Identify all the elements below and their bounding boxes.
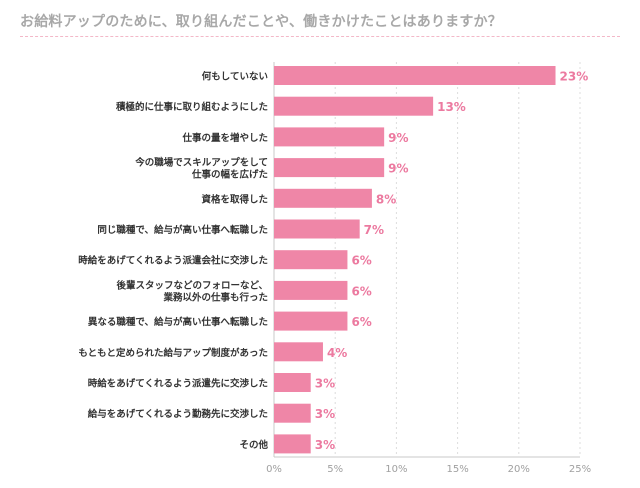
x-tick-label: 15% (446, 464, 468, 475)
category-label: 今の職場でスキルアップをして (134, 157, 268, 169)
value-label: 7% (364, 223, 384, 237)
bar (274, 434, 311, 454)
value-label: 13% (437, 100, 466, 114)
x-tick-label: 10% (385, 464, 407, 475)
category-label: その他 (239, 439, 268, 451)
category-label: 何もしていない (202, 71, 268, 83)
bar (274, 311, 348, 331)
bar (274, 403, 311, 423)
x-tick-label: 25% (569, 464, 591, 475)
category-label: 給与をあげてくれるよう勤務先に交渉した (88, 408, 268, 420)
value-label: 23% (560, 70, 589, 84)
value-label: 3% (315, 377, 335, 391)
bar (274, 219, 360, 239)
value-label: 4% (327, 346, 347, 360)
value-label: 6% (351, 284, 371, 298)
category-label: 時給をあげてくれるよう派遣会社に交渉した (78, 255, 268, 267)
category-label: 異なる職種で、給与が高い仕事へ転職した (88, 316, 268, 328)
x-tick-label: 5% (327, 464, 343, 475)
category-label: 仕事の幅を広げた (191, 169, 268, 181)
x-tick-label: 0% (266, 464, 282, 475)
bar (274, 96, 434, 116)
bar (274, 158, 385, 178)
title-divider (20, 36, 620, 37)
category-label: 資格を取得した (201, 193, 268, 205)
bar (274, 188, 372, 208)
bar (274, 280, 348, 300)
bar (274, 66, 556, 85)
category-label: 積極的に仕事に取り組むようにした (115, 101, 268, 113)
category-label: 後輩スタッフなどのフォローなど、 (116, 279, 268, 291)
category-label: 同じ職種で、給与が高い仕事へ転職した (97, 224, 268, 236)
value-label: 3% (315, 407, 335, 421)
bar (274, 342, 323, 362)
chart-title: お給料アップのために、取り組んだことや、働きかけたことはありますか？ (20, 14, 502, 30)
bar (274, 250, 348, 270)
value-label: 6% (351, 254, 371, 268)
x-tick-label: 20% (508, 464, 530, 475)
bar (274, 373, 311, 392)
value-label: 9% (388, 131, 408, 145)
bar (274, 127, 385, 147)
category-label: もともと定められた給与アップ制度があった (78, 347, 268, 359)
value-label: 9% (388, 162, 408, 176)
value-label: 3% (315, 438, 335, 452)
value-label: 8% (376, 192, 396, 206)
category-label: 業務以外の仕事も行った (162, 291, 268, 303)
value-label: 6% (351, 315, 371, 329)
category-label: 時給をあげてくれるよう派遣先に交渉した (88, 378, 268, 390)
category-label: 仕事の量を増やした (181, 132, 268, 144)
